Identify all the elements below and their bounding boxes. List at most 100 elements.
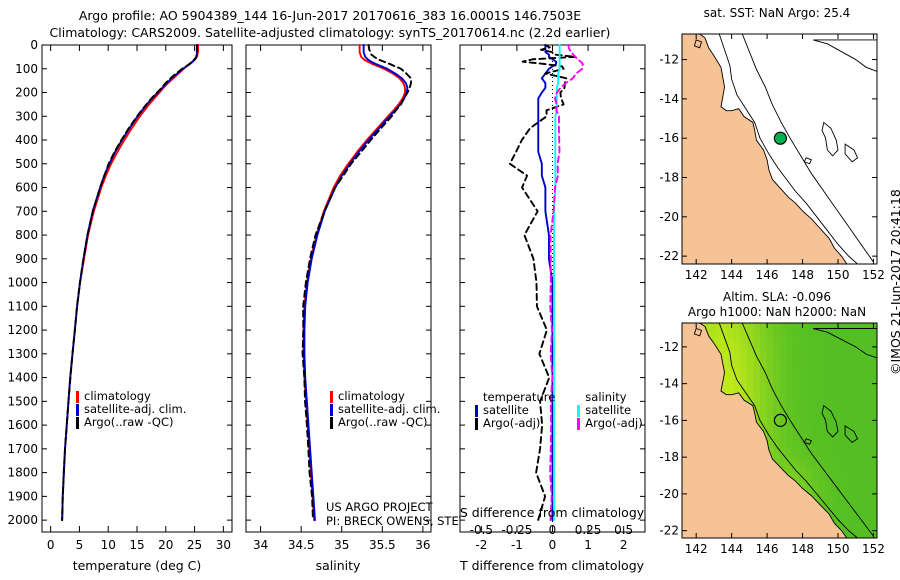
sla-cell bbox=[779, 430, 787, 438]
series-argo-raw-qc- bbox=[301, 44, 412, 522]
sla-cell bbox=[805, 341, 813, 349]
sla-cell bbox=[864, 360, 872, 368]
svg-text:-14: -14 bbox=[660, 377, 679, 391]
x-axis-ticks-top: -0.5-0.2500.250.5 bbox=[470, 523, 634, 537]
sla-cell bbox=[766, 386, 774, 394]
sla-cell bbox=[779, 379, 787, 387]
legend-label: Argo(-adj) bbox=[585, 416, 643, 430]
sla-cell bbox=[818, 487, 826, 495]
legend-label: satellite-adj. clim. bbox=[84, 402, 187, 416]
sla-cell bbox=[818, 500, 826, 507]
sla-cell bbox=[864, 531, 872, 538]
sla-cell bbox=[734, 341, 742, 349]
sla-cell bbox=[740, 348, 748, 356]
svg-text:-22: -22 bbox=[660, 249, 679, 263]
sla-cell bbox=[721, 348, 729, 356]
sla-cell bbox=[786, 417, 794, 425]
sla-cell bbox=[857, 417, 865, 425]
legend-item: satellite-adj. clim. bbox=[330, 403, 440, 416]
sla-cell bbox=[864, 462, 872, 470]
sla-cell bbox=[734, 379, 742, 387]
sla-cell bbox=[799, 405, 807, 413]
sla-cell bbox=[851, 341, 859, 349]
sla-cell bbox=[805, 348, 813, 356]
sla-cell bbox=[721, 323, 729, 330]
sla-cell bbox=[825, 506, 833, 514]
series-temperature-satellite bbox=[537, 44, 558, 522]
map-y-ticks: -12 -14 -16 -18 -20 -22 bbox=[660, 53, 877, 263]
sla-cell bbox=[851, 348, 859, 356]
sla-cell bbox=[844, 519, 852, 526]
sla-cell bbox=[760, 379, 768, 387]
svg-text:30: 30 bbox=[216, 538, 231, 552]
sla-cell bbox=[792, 411, 800, 419]
sla-cell bbox=[721, 341, 729, 349]
sla-cell bbox=[812, 474, 820, 482]
sla-cell bbox=[792, 398, 800, 406]
sla-cell bbox=[753, 373, 761, 381]
sla-cell bbox=[792, 405, 800, 413]
sla-cell bbox=[825, 455, 833, 463]
sla-cell bbox=[844, 411, 852, 419]
map-x-ticks: 142 144 146 148 150 152 bbox=[685, 34, 885, 282]
x-axis-label-top: S difference from climatology bbox=[460, 505, 645, 520]
svg-text:200: 200 bbox=[15, 86, 38, 100]
sla-cell bbox=[818, 398, 826, 406]
sla-cell bbox=[812, 405, 820, 413]
legend-label: Argo(..raw -QC) bbox=[84, 415, 174, 429]
sla-cell bbox=[818, 424, 826, 432]
reef-outlines bbox=[693, 39, 877, 165]
sla-cell bbox=[805, 405, 813, 413]
sla-cell bbox=[818, 417, 826, 425]
sla-cell bbox=[838, 341, 846, 349]
map-y-ticks: -12 -14 -16 -18 -20 -22 bbox=[660, 340, 877, 538]
sla-cell bbox=[805, 411, 813, 419]
sla-cell bbox=[727, 329, 735, 337]
sla-cell bbox=[799, 430, 807, 438]
legend-item: satellite bbox=[475, 404, 555, 417]
legend-group-title: salinity bbox=[585, 390, 627, 404]
sla-cell bbox=[857, 525, 865, 533]
land-polygon bbox=[682, 34, 848, 264]
plot-frame bbox=[245, 44, 432, 533]
project-line-1: US ARGO PROJECT bbox=[326, 500, 433, 514]
sla-cell bbox=[799, 411, 807, 419]
sla-cell bbox=[831, 405, 839, 413]
sla-cell bbox=[747, 360, 755, 368]
sla-cell bbox=[799, 354, 807, 362]
sla-cell bbox=[747, 392, 755, 400]
sla-cell bbox=[779, 424, 787, 432]
sla-cell bbox=[870, 341, 877, 349]
sla-cell bbox=[818, 481, 826, 489]
sla-cell bbox=[734, 323, 742, 330]
sla-cell bbox=[792, 373, 800, 381]
sla-cell bbox=[792, 430, 800, 438]
sla-cell bbox=[844, 474, 852, 482]
sla-cell bbox=[838, 398, 846, 406]
sla-cell bbox=[760, 348, 768, 356]
sla-cell bbox=[857, 519, 865, 526]
sla-cell bbox=[864, 341, 872, 349]
sla-cell bbox=[799, 360, 807, 368]
sla-cell bbox=[805, 329, 813, 337]
svg-text:5: 5 bbox=[76, 538, 84, 552]
sla-cell bbox=[792, 323, 800, 330]
legend-item: climatology bbox=[330, 390, 440, 403]
sla-cell bbox=[786, 373, 794, 381]
sla-cell bbox=[805, 430, 813, 438]
sla-cell bbox=[779, 449, 787, 457]
sla-cell bbox=[792, 335, 800, 343]
sla-cell bbox=[851, 474, 859, 482]
sla-cell bbox=[844, 405, 852, 413]
sla-cell bbox=[857, 411, 865, 419]
x-axis-label: temperature (deg C) bbox=[73, 558, 202, 573]
legend-swatch-climatology bbox=[330, 390, 333, 403]
sla-cell bbox=[805, 373, 813, 381]
sla-cell bbox=[864, 493, 872, 501]
sla-cell bbox=[740, 373, 748, 381]
difference-legend-temperature-group: temperature satellite Argo(-adj) bbox=[475, 390, 555, 430]
sla-cell bbox=[766, 329, 774, 337]
sla-cell bbox=[773, 436, 781, 444]
sla-cell bbox=[831, 373, 839, 381]
temperature-profile-panel: 0 100 200 300 400 500 600 700 800 900 1000 1100 1200… bbox=[0, 0, 240, 580]
